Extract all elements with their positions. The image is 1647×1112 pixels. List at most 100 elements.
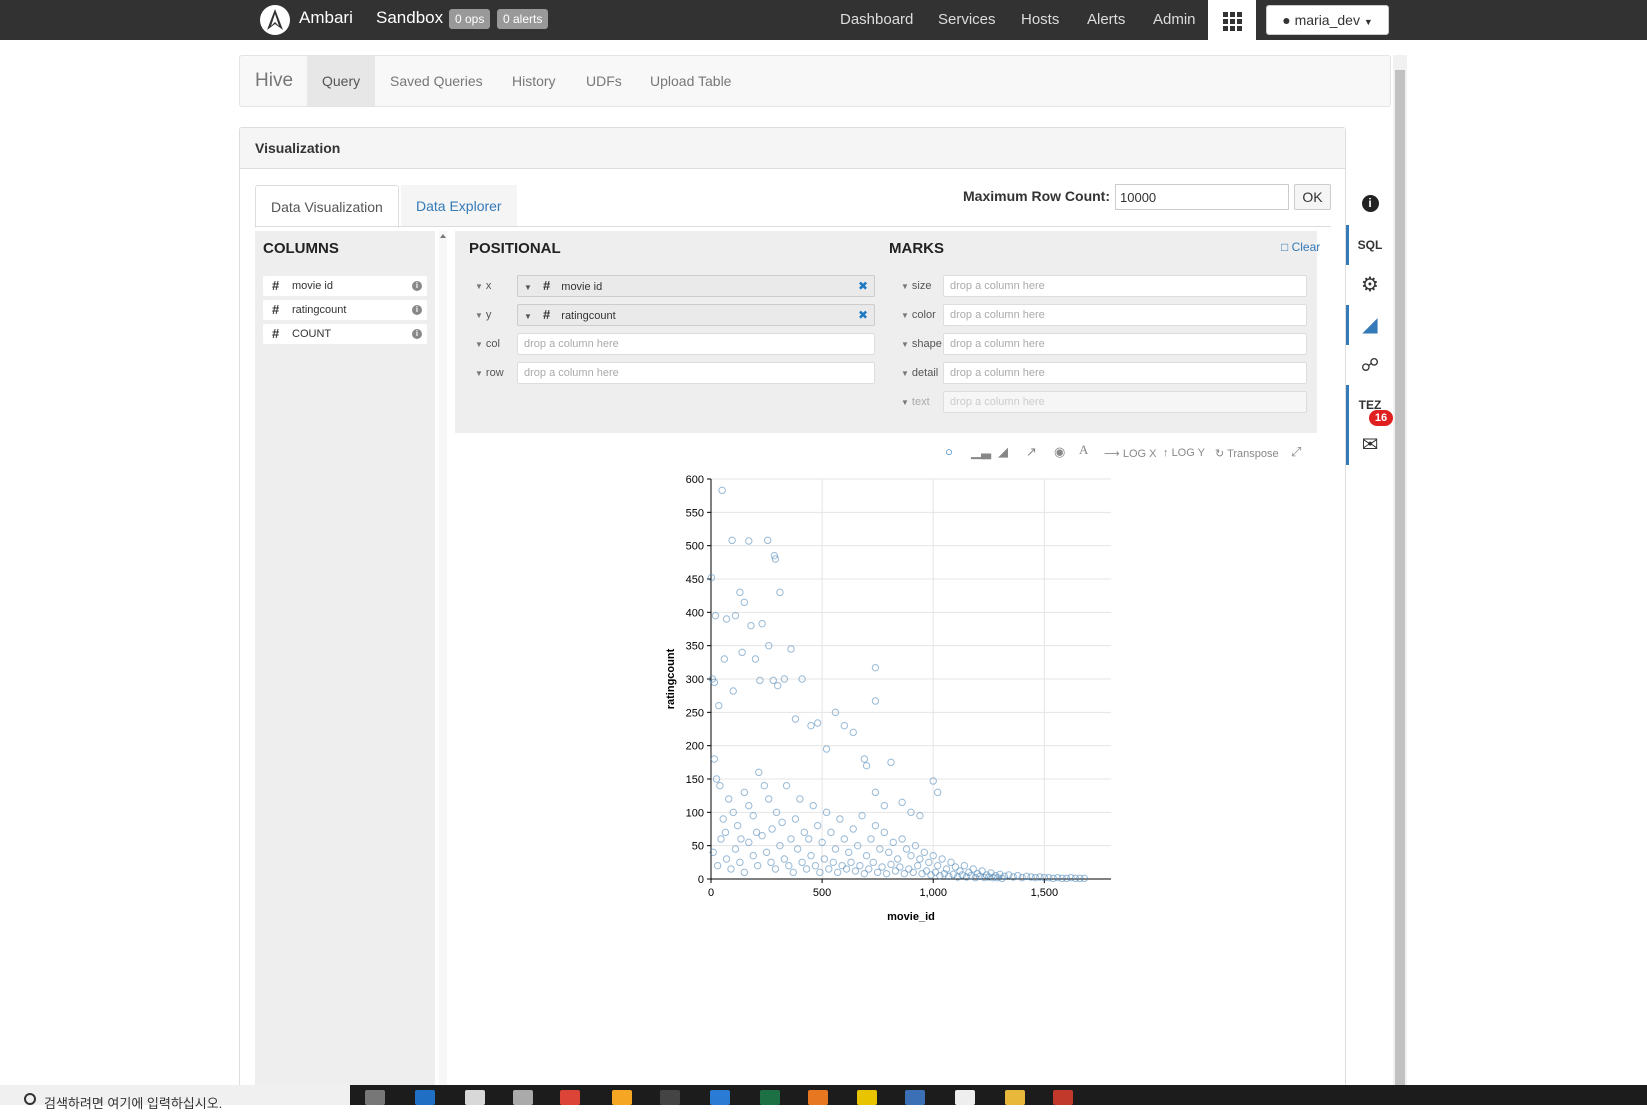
info-icon[interactable]: i — [412, 305, 422, 315]
brand-name[interactable]: Ambari — [299, 8, 353, 27]
page-scrollbar-thumb[interactable] — [1395, 70, 1405, 1085]
shelf-y-field[interactable]: ▼ # ratingcount ✖ — [517, 304, 875, 326]
sidebar-sql[interactable]: SQL — [1346, 225, 1391, 265]
column-count[interactable]: # COUNT i — [263, 324, 427, 344]
remove-icon[interactable]: ✖ — [857, 308, 868, 322]
data-point — [1013, 871, 1022, 880]
data-point — [751, 655, 760, 663]
ambari-logo-icon[interactable] — [259, 4, 291, 36]
shelf-detail-label[interactable]: ▼ detail — [901, 367, 939, 379]
transpose-button[interactable]: ↻ Transpose — [1215, 448, 1279, 460]
tab-data-visualization[interactable]: Data Visualization — [255, 185, 399, 228]
views-grid-icon[interactable] — [1208, 0, 1256, 40]
taskbar-search-box[interactable] — [0, 1085, 350, 1105]
shelf-shape-label[interactable]: ▼ shape — [901, 338, 942, 350]
shelf-y-label[interactable]: ▼ y — [475, 309, 492, 321]
column-ratingcount[interactable]: # ratingcount i — [263, 300, 427, 320]
scroll-up-icon[interactable] — [440, 234, 446, 238]
shelf-row-field[interactable]: drop a column here — [517, 362, 875, 384]
user-menu-button[interactable]: ● maria_dev ▼ — [1266, 5, 1389, 35]
shelf-col-label[interactable]: ▼ col — [475, 338, 500, 350]
caret-down-icon[interactable]: ▼ — [524, 312, 532, 321]
shelf-color-label[interactable]: ▼ color — [901, 309, 936, 321]
info-circle-icon[interactable]: i — [1346, 183, 1391, 223]
folder-icon[interactable] — [1005, 1090, 1025, 1105]
ok-button[interactable]: OK — [1294, 184, 1331, 210]
caret-down-icon[interactable]: ▼ — [524, 283, 532, 292]
area-mark-icon[interactable]: ◢ — [998, 444, 1008, 459]
app-icon-7[interactable] — [1053, 1090, 1073, 1105]
ops-badge[interactable]: 0 ops — [449, 9, 491, 29]
data-point — [840, 721, 849, 730]
shelf-row-label[interactable]: ▼ row — [475, 367, 504, 379]
line-mark-icon[interactable]: ↗ — [1026, 444, 1037, 459]
text-mark-icon[interactable]: A — [1079, 442, 1089, 457]
data-point — [867, 835, 875, 843]
data-point — [947, 858, 955, 867]
data-point — [967, 871, 975, 880]
area-chart-icon[interactable]: ◢ — [1346, 305, 1391, 345]
data-point — [922, 867, 931, 875]
ie-icon[interactable] — [710, 1090, 730, 1105]
nav-admin[interactable]: Admin — [1153, 11, 1196, 28]
log-y-button[interactable]: ↑ LOG Y — [1163, 447, 1205, 459]
tab-data-explorer[interactable]: Data Explorer — [401, 185, 517, 227]
nav-alerts[interactable]: Alerts — [1087, 11, 1126, 28]
tab-saved-queries[interactable]: Saved Queries — [390, 73, 483, 89]
shelf-x-label[interactable]: ▼ x — [475, 280, 492, 292]
shelf-color-field[interactable]: drop a column here — [943, 304, 1307, 326]
app-icon-5[interactable] — [905, 1090, 925, 1105]
app-icon-2[interactable] — [660, 1090, 680, 1105]
shelf-detail-field[interactable]: drop a column here — [943, 362, 1307, 384]
mail-app-icon[interactable] — [513, 1090, 533, 1105]
max-row-count-input[interactable] — [1115, 184, 1289, 210]
shelf-size-field[interactable]: drop a column here — [943, 275, 1307, 297]
clear-button[interactable]: □ Clear — [1281, 240, 1321, 254]
info-icon[interactable]: i — [412, 281, 422, 291]
circle-mark-icon[interactable]: ◉ — [1054, 444, 1066, 459]
shelf-col-field[interactable]: drop a column here — [517, 333, 875, 355]
tab-upload-table[interactable]: Upload Table — [650, 73, 732, 89]
column-movie-id[interactable]: # movie id i — [263, 276, 427, 296]
nav-services[interactable]: Services — [938, 11, 996, 28]
data-point — [731, 611, 740, 620]
data-point — [853, 841, 862, 850]
shelf-size: ▼ size drop a column here — [895, 275, 1307, 297]
app-icon-6[interactable] — [955, 1090, 975, 1105]
point-mark-icon[interactable]: ○ — [945, 444, 953, 459]
task-view-icon[interactable] — [365, 1090, 385, 1105]
mail-icon[interactable]: ✉ — [1346, 425, 1391, 465]
shelf-size-label[interactable]: ▼ size — [901, 280, 932, 292]
data-point — [887, 758, 895, 767]
app-icon-1[interactable] — [612, 1090, 632, 1105]
store-icon[interactable] — [465, 1090, 485, 1105]
link-icon[interactable]: ☍ — [1360, 355, 1380, 375]
cluster-name[interactable]: Sandbox — [376, 8, 444, 27]
tab-query[interactable]: Query — [307, 56, 376, 106]
chrome-icon[interactable] — [560, 1090, 580, 1105]
info-icon[interactable]: i — [412, 329, 422, 339]
data-point — [722, 615, 731, 623]
shelf-x-field[interactable]: ▼ # movie id ✖ — [517, 275, 875, 297]
data-point — [791, 715, 800, 723]
nav-hosts[interactable]: Hosts — [1021, 11, 1060, 28]
nav-dashboard[interactable]: Dashboard — [840, 11, 914, 28]
remove-icon[interactable]: ✖ — [857, 279, 868, 293]
alerts-badge[interactable]: 0 alerts — [497, 9, 549, 29]
tab-udfs[interactable]: UDFs — [586, 73, 622, 89]
panel-scrollbar[interactable] — [439, 231, 447, 1087]
bar-mark-icon[interactable]: ▁▃ — [971, 444, 991, 459]
app-icon-4[interactable] — [857, 1090, 877, 1105]
log-x-button[interactable]: ⟶ LOG X — [1104, 448, 1157, 460]
expand-icon[interactable]: ⤢ — [1291, 444, 1302, 459]
excel-icon[interactable] — [760, 1090, 780, 1105]
shelf-shape-field[interactable]: drop a column here — [943, 333, 1307, 355]
app-icon-3[interactable] — [808, 1090, 828, 1105]
edge-icon[interactable] — [415, 1090, 435, 1105]
data-point — [727, 865, 735, 873]
sidebar-tez[interactable]: TEZ — [1346, 385, 1391, 425]
gear-icon[interactable]: ⚙ — [1361, 274, 1379, 296]
data-point — [878, 863, 886, 871]
data-point — [717, 835, 725, 843]
tab-history[interactable]: History — [512, 73, 556, 89]
